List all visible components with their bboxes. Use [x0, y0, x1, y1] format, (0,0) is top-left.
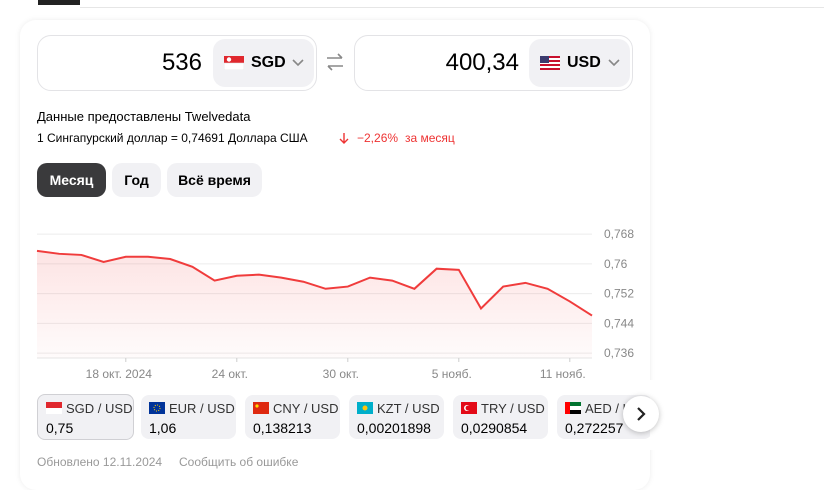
from-amount: 536 — [161, 49, 202, 76]
pair-card[interactable]: EUR / USD 1,06 — [141, 395, 236, 439]
rate-change: −2,26% — [357, 131, 399, 145]
next-button[interactable] — [623, 396, 659, 432]
flag — [149, 402, 165, 414]
flag — [253, 402, 269, 414]
rate-text: 1 Сингапурский доллар = 0,74691 Доллара … — [37, 131, 308, 145]
y-tick-label: 0,76 — [604, 257, 628, 271]
pair-rate: 0,75 — [46, 420, 74, 436]
page: 536 SGD 400,34 USD Данные предоставлены … — [36, 0, 824, 469]
to-amount: 400,34 — [445, 49, 519, 76]
period-button[interactable]: Всё время — [167, 163, 262, 197]
pair-card[interactable]: CNY / USD 0,138213 — [245, 395, 340, 439]
down-arrow — [339, 133, 349, 144]
x-tick-label: 5 нояб. — [432, 367, 472, 381]
swap-icon[interactable] — [325, 53, 345, 71]
y-tick-label: 0,752 — [604, 287, 634, 301]
next-icon — [637, 407, 646, 421]
chevron — [292, 59, 304, 67]
line — [36, 249, 593, 317]
flag-us — [540, 56, 560, 70]
chevron — [608, 59, 620, 67]
pair-name: KZT / USD — [377, 401, 440, 416]
pair-card[interactable]: AED / USD 0,272257 — [557, 395, 652, 439]
x-tick-label: 18 окт. 2024 — [86, 367, 153, 381]
flag-sg — [224, 56, 244, 70]
y-tick-label: 0,736 — [604, 346, 634, 360]
flag — [46, 402, 62, 414]
x-tick-label: 11 нояб. — [540, 367, 586, 381]
divider — [80, 7, 824, 8]
to-code: USD — [567, 54, 601, 71]
flag — [461, 402, 477, 414]
period-button[interactable]: Месяц — [37, 163, 106, 197]
source: Данные предоставлены Twelvedata — [37, 109, 251, 124]
pair-card[interactable]: TRY / USD 0,0290854 — [453, 395, 548, 439]
tab-indicator — [38, 0, 80, 5]
pair-card[interactable]: SGD / USD 0,75 — [37, 394, 134, 440]
x-tick-label: 24 окт. — [212, 367, 248, 381]
flag — [565, 402, 581, 414]
pair-rate: 0,00201898 — [357, 420, 431, 436]
area — [37, 250, 592, 358]
pair-name: TRY / USD — [481, 401, 545, 416]
pair-name: CNY / USD — [273, 401, 339, 416]
from-code: SGD — [251, 54, 286, 71]
pair-card[interactable]: KZT / USD 0,00201898 — [349, 395, 444, 439]
overflow-mask — [650, 380, 824, 450]
from-currency[interactable]: SGD — [213, 39, 314, 87]
to-currency[interactable]: USD — [529, 39, 630, 87]
period-button[interactable]: Год — [112, 163, 161, 197]
y-tick-label: 0,768 — [604, 227, 634, 241]
chart: 0,736 0,744 0,752 0,76 0,768 18 окт. 2024 24 о… — [36, 227, 634, 381]
pair-rate: 0,138213 — [253, 420, 312, 436]
y-tick-label: 0,744 — [604, 316, 634, 330]
report-link[interactable]: Сообщить об ошибке — [179, 455, 299, 469]
pair-name: SGD / USD — [66, 401, 133, 416]
pair-rate: 0,0290854 — [461, 420, 528, 436]
rate-period: за месяц — [405, 131, 455, 145]
x-tick-label: 30 окт. — [323, 367, 359, 381]
pair-name: EUR / USD — [169, 401, 235, 416]
updated: Обновлено 12.11.2024 — [37, 455, 163, 469]
flag — [357, 402, 373, 414]
pair-rate: 1,06 — [149, 420, 177, 436]
pair-rate: 0,272257 — [565, 420, 624, 436]
